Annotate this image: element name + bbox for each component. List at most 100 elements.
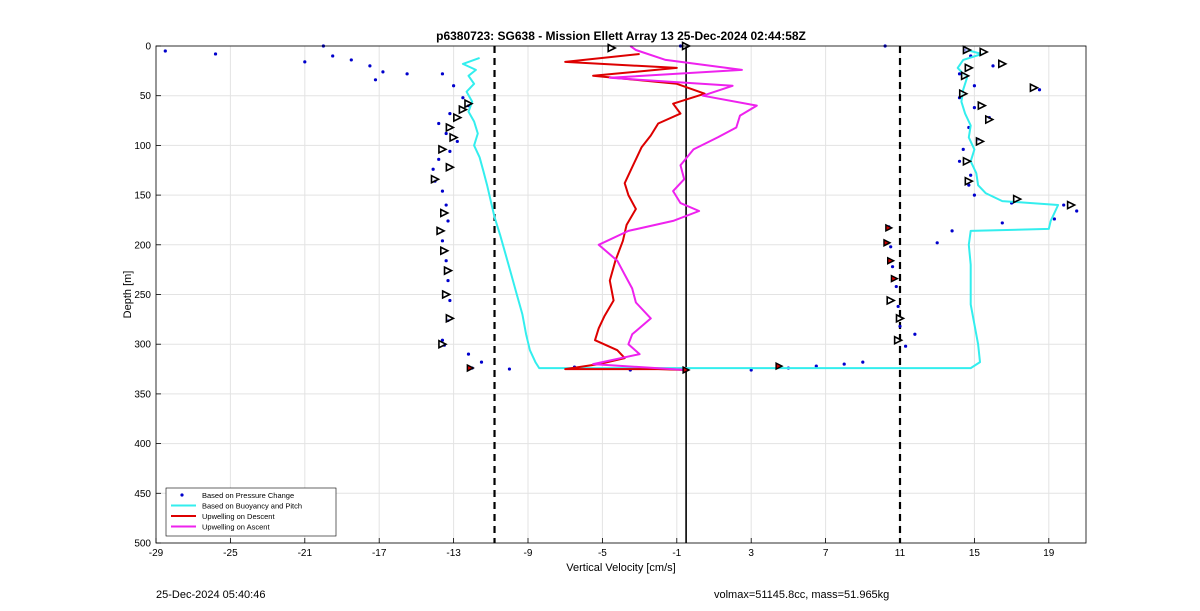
red-triangle-marker <box>466 363 475 373</box>
y-tick-label: 0 <box>145 42 151 53</box>
triangle-marker <box>984 114 995 125</box>
x-tick-label: -17 <box>372 548 387 559</box>
series-group <box>163 44 1079 372</box>
reference-lines <box>493 46 902 543</box>
pressure-change-point <box>163 49 167 53</box>
pressure-change-point <box>440 72 445 76</box>
pressure-change-point <box>331 54 335 58</box>
triangle-marker <box>445 162 456 173</box>
ticks: -29 -25 -21 -17 -13 -9 -5 -1 3 7 11 15 1905010015020… <box>134 42 1054 560</box>
red-triangle-marker <box>887 256 896 265</box>
triangle-marker <box>441 289 452 300</box>
pressure-change-point <box>303 60 307 64</box>
footer-timestamp: 25-Dec-2024 05:40:46 <box>156 589 266 601</box>
triangle-marker <box>436 226 446 236</box>
series-1 <box>461 49 1060 370</box>
x-tick-label: -1 <box>672 548 681 559</box>
markers-group <box>430 41 1077 375</box>
legend-swatch-dot <box>180 493 184 497</box>
pressure-change-point <box>969 173 973 177</box>
triangle-marker <box>977 100 988 111</box>
triangle-marker <box>458 104 469 115</box>
pressure-change-point <box>507 367 511 371</box>
chart-title: p6380723: SG638 - Mission Ellett Array 1… <box>436 29 806 43</box>
triangle-marker <box>962 156 973 167</box>
series-0 <box>163 44 1079 372</box>
red-triangle-marker <box>775 361 784 371</box>
pressure-change-point <box>440 189 445 193</box>
series-2 <box>564 53 706 371</box>
pressure-change-point <box>1000 221 1004 225</box>
pressure-change-point <box>444 131 448 136</box>
y-tick-label: 100 <box>134 141 151 152</box>
triangle-marker <box>445 122 456 133</box>
pressure-change-point <box>437 157 441 161</box>
pressure-change-point <box>440 239 445 243</box>
x-tick-label: -13 <box>446 548 461 559</box>
triangle-marker <box>964 63 975 73</box>
red-triangle-marker <box>883 238 892 247</box>
pressure-change-point <box>957 72 962 76</box>
x-tick-label: 7 <box>823 548 829 559</box>
triangle-marker <box>962 45 973 55</box>
triangle-marker <box>958 88 969 99</box>
x-tick-label: -25 <box>223 548 238 559</box>
pressure-change-point <box>431 167 435 171</box>
triangle-marker <box>443 265 454 276</box>
x-tick-label: -29 <box>149 548 164 559</box>
triangle-marker <box>886 295 896 306</box>
legend-box <box>165 487 337 537</box>
legend-label: Based on Pressure Change <box>202 491 294 500</box>
pressure-change-point <box>950 229 954 233</box>
grid <box>155 45 1086 544</box>
triangle-marker <box>895 313 906 324</box>
x-tick-label: -21 <box>298 548 313 559</box>
triangle-marker <box>1066 200 1077 210</box>
triangle-marker <box>975 136 986 147</box>
triangle-marker <box>1012 194 1023 204</box>
red-triangle-marker <box>682 365 691 375</box>
pressure-change-point <box>842 362 846 366</box>
y-tick-label: 400 <box>134 439 151 450</box>
y-tick-label: 500 <box>134 539 151 550</box>
series-line <box>461 49 1060 370</box>
series-3 <box>592 45 758 371</box>
pressure-change-point <box>749 368 753 372</box>
triangle-marker <box>893 335 904 346</box>
pressure-change-point <box>903 344 908 348</box>
triangle-marker <box>998 59 1008 69</box>
y-tick-label: 50 <box>140 91 152 102</box>
pressure-change-point <box>349 58 353 62</box>
triangle-marker <box>964 176 975 186</box>
y-tick-label: 450 <box>134 489 151 500</box>
red-triangle-marker <box>885 223 894 233</box>
y-tick-label: 350 <box>134 389 151 400</box>
x-tick-label: 3 <box>748 548 754 559</box>
triangle-marker <box>440 245 450 256</box>
pressure-change-point <box>913 332 917 336</box>
triangle-marker <box>438 144 448 155</box>
series-line <box>564 53 706 371</box>
pressure-change-point <box>972 193 977 197</box>
pressure-change-point <box>368 64 372 68</box>
x-tick-label: 15 <box>969 548 981 559</box>
triangle-marker <box>464 98 474 109</box>
triangle-marker <box>430 174 441 184</box>
pressure-change-point <box>967 183 971 187</box>
legend-label: Upwelling on Descent <box>202 512 275 521</box>
pressure-change-point <box>381 70 385 74</box>
triangle-marker <box>1029 82 1040 93</box>
pressure-change-point <box>1062 203 1066 207</box>
pressure-change-point <box>935 241 939 245</box>
pressure-change-point <box>814 364 818 368</box>
triangle-marker <box>438 339 448 349</box>
y-tick-label: 250 <box>134 290 151 301</box>
pressure-change-point <box>896 304 900 309</box>
triangle-marker <box>960 71 971 81</box>
legend-label: Upwelling on Ascent <box>202 523 270 532</box>
red-triangle-marker <box>890 274 899 283</box>
triangle-marker <box>453 112 463 123</box>
pressure-change-point <box>440 338 445 342</box>
pressure-change-point <box>452 84 456 88</box>
